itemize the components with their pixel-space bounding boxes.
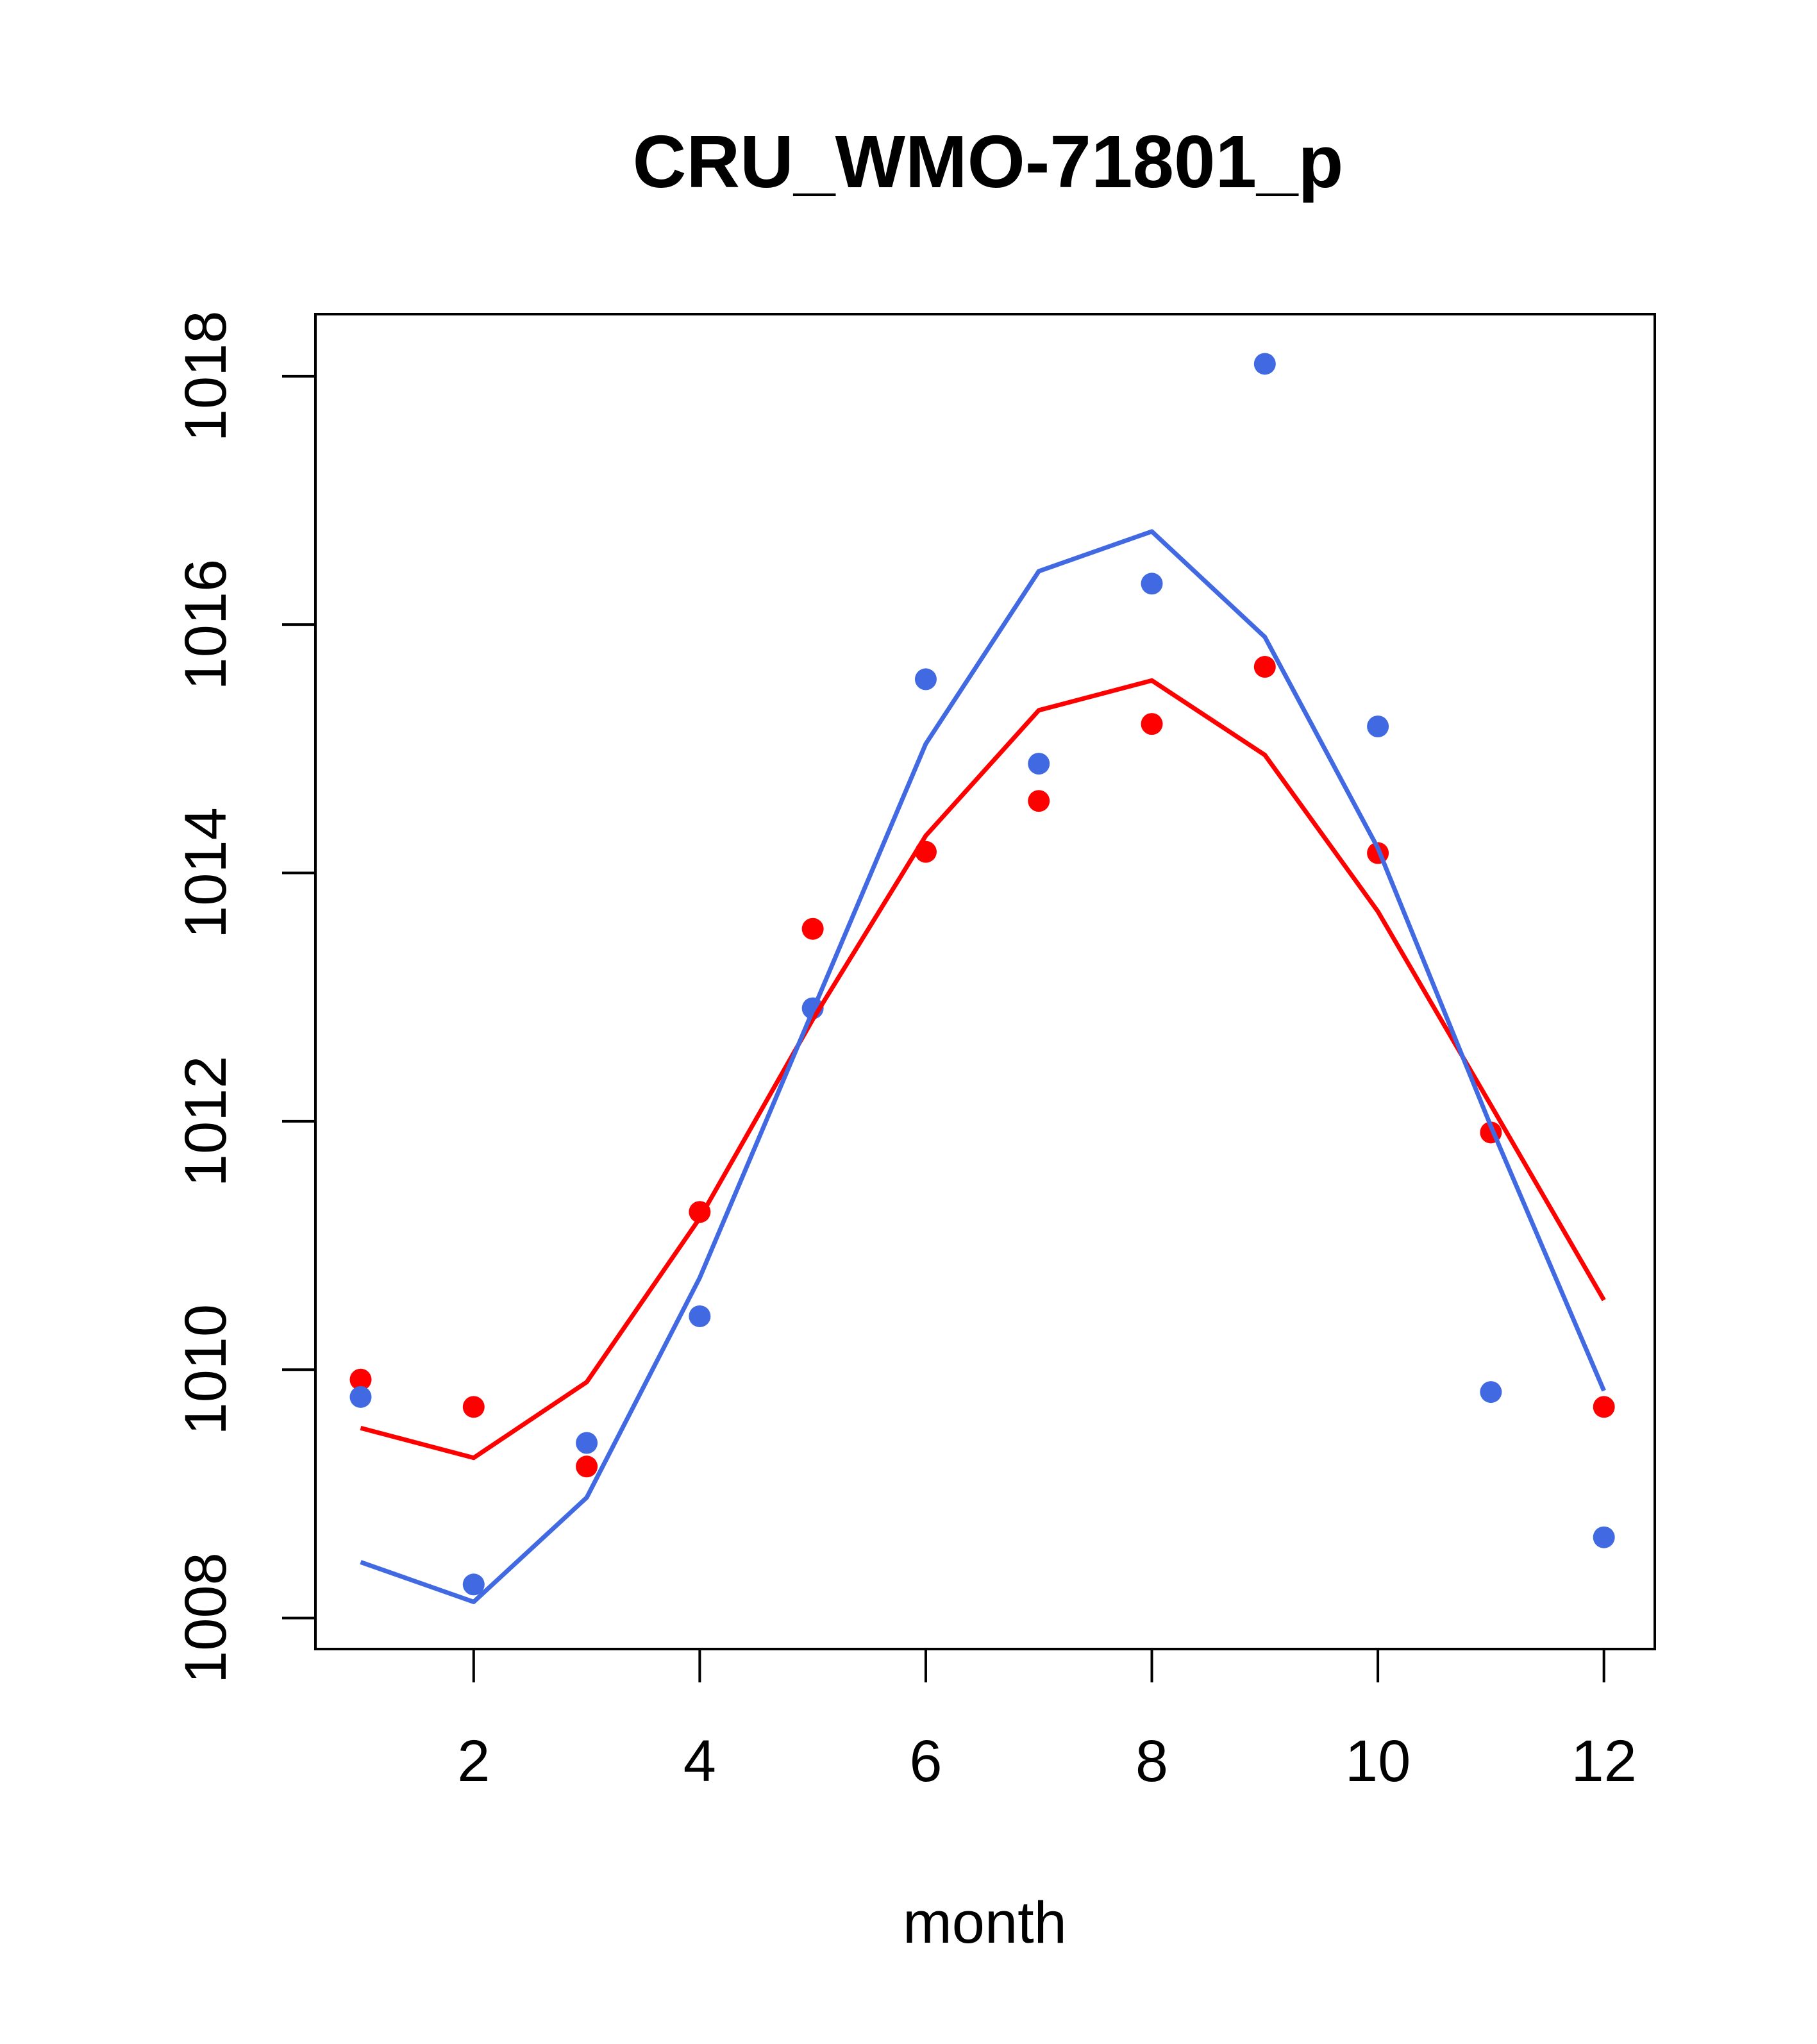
data-point — [1367, 715, 1389, 737]
data-point — [801, 917, 824, 940]
plot-series — [349, 353, 1615, 1604]
data-point — [1480, 1381, 1502, 1403]
y-axis: 1008 1010 1012 1014 1016 1018 — [173, 311, 317, 1684]
x-axis-label: month — [903, 1890, 1067, 1956]
data-point — [1253, 656, 1276, 678]
plot-frame — [314, 313, 1656, 1650]
x-tick-label: 2 — [457, 1729, 490, 1794]
data-point — [1141, 573, 1163, 595]
y-tick-label: 1014 — [173, 807, 239, 939]
data-point — [689, 1305, 711, 1327]
fit-line — [360, 678, 1606, 1461]
data-point — [576, 1432, 598, 1454]
data-point — [349, 1368, 372, 1391]
y-tick-label: 1012 — [173, 1056, 239, 1187]
y-tick-label: 1008 — [173, 1552, 239, 1684]
data-point — [576, 1455, 598, 1478]
x-axis: 2 4 6 8 10 12 — [457, 1648, 1637, 1794]
x-tick-label: 4 — [683, 1729, 716, 1794]
data-point — [1593, 1396, 1615, 1418]
y-tick-label: 1010 — [173, 1304, 239, 1436]
data-point — [349, 1386, 372, 1408]
chart-title: CRU_WMO-71801_p — [633, 120, 1344, 203]
data-point — [462, 1573, 485, 1596]
data-point — [914, 668, 937, 691]
x-tick-label: 10 — [1345, 1729, 1411, 1794]
y-tick-label: 1016 — [173, 559, 239, 691]
x-tick-label: 8 — [1135, 1729, 1168, 1794]
data-point — [1593, 1526, 1615, 1548]
data-point — [1028, 753, 1050, 775]
y-tick-label: 1018 — [173, 311, 239, 442]
data-point — [462, 1396, 485, 1418]
data-point — [1028, 790, 1050, 812]
data-point — [1141, 713, 1163, 735]
fit-line — [360, 529, 1606, 1604]
x-tick-label: 12 — [1571, 1729, 1636, 1794]
x-tick-label: 6 — [909, 1729, 942, 1794]
data-point — [1253, 353, 1276, 375]
